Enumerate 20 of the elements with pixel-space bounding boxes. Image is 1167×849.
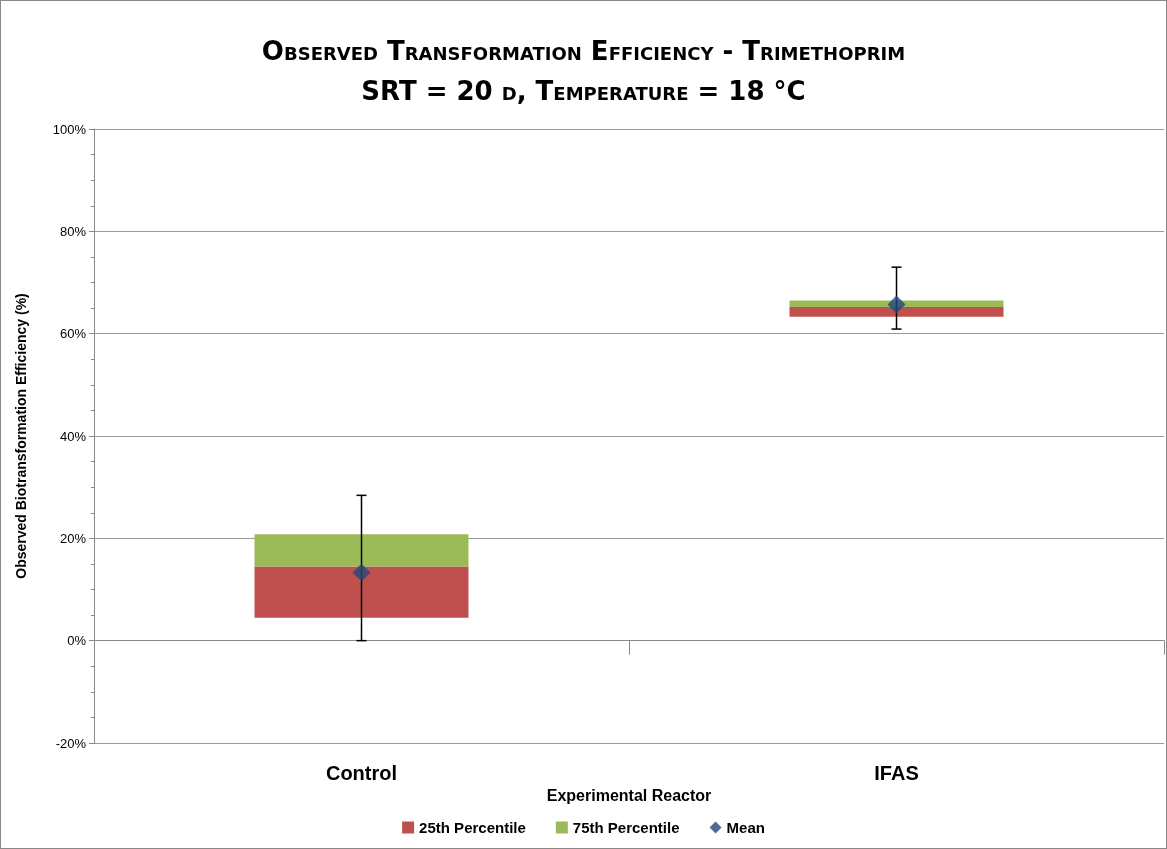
bar — [254, 566, 469, 618]
y-tick-label: 20% — [59, 530, 87, 546]
y-tick-label: -20% — [55, 735, 87, 751]
legend-label: Mean — [726, 819, 765, 836]
legend-label: 25th Percentile — [419, 819, 526, 836]
x-tick-label: IFAS — [874, 762, 919, 784]
x-axis-title: Experimental Reactor — [546, 787, 712, 805]
chart-title: Observed Transformation Efficiency - Trimethoprim — [260, 35, 907, 68]
y-tick-label: 0% — [67, 633, 87, 649]
y-tick-label: 80% — [59, 223, 87, 239]
x-tick-label: Control — [325, 762, 398, 784]
chart-subtitle: SRT = 20 d, Temperature = 18 °C — [360, 75, 807, 108]
legend-label: 75th Percentile — [572, 819, 680, 836]
bar — [254, 534, 469, 567]
bar — [789, 300, 1004, 308]
y-tick-label: 60% — [59, 326, 87, 342]
bar — [789, 307, 1004, 317]
y-tick-label: 100% — [52, 121, 87, 137]
y-tick-label: 40% — [59, 428, 87, 444]
y-axis-title: Observed Biotransformation Efficiency (%) — [13, 293, 29, 579]
